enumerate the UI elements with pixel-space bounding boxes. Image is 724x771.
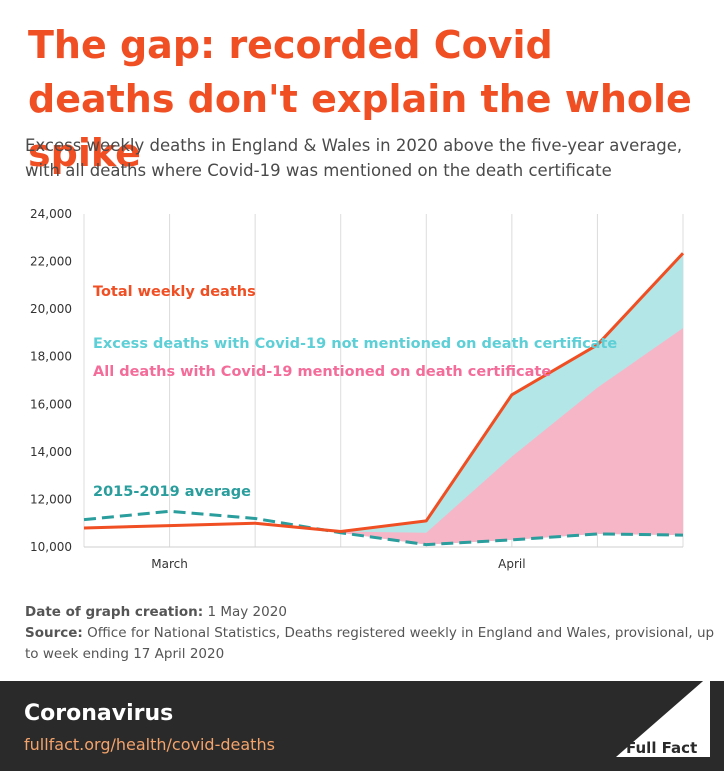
- logo-triangle: [616, 675, 710, 757]
- x-tick-label: April: [498, 557, 525, 571]
- x-tick-label: March: [151, 557, 188, 571]
- covid-area: [340, 328, 683, 545]
- date-label: Date of graph creation:: [25, 604, 204, 620]
- y-tick-label: 18,000: [30, 350, 72, 364]
- total-label: Total weekly deaths: [93, 284, 256, 300]
- y-tick-label: 12,000: [30, 492, 72, 506]
- footer-link[interactable]: fullfact.org/health/covid-deaths: [24, 735, 275, 754]
- chart-notes: Date of graph creation: 1 May 2020 Sourc…: [25, 602, 715, 665]
- average-label: 2015-2019 average: [93, 484, 251, 500]
- footer: Coronavirus fullfact.org/health/covid-de…: [0, 675, 724, 771]
- footer-title: Coronavirus: [24, 701, 174, 726]
- date-value: 1 May 2020: [207, 604, 287, 620]
- logo-text: Full Fact: [626, 739, 697, 757]
- chart-title: The gap: recorded Covid deaths don't exp…: [28, 23, 692, 175]
- source-note: Source: Office for National Statistics, …: [25, 623, 715, 665]
- y-tick-label: 14,000: [30, 445, 72, 459]
- source-value: Office for National Statistics, Deaths r…: [25, 625, 715, 662]
- excess-label: Excess deaths with Covid-19 not mentione…: [93, 336, 617, 352]
- chart: 10,000 12,000 14,000 16,000 18,000 20,000 22,0…: [30, 207, 685, 571]
- chart-subtitle: Excess weekly deaths in England & Wales …: [25, 136, 683, 180]
- date-note: Date of graph creation: 1 May 2020: [25, 602, 715, 623]
- average-line: [83, 509, 684, 547]
- covid-label: All deaths with Covid-19 mentioned on de…: [93, 364, 551, 380]
- y-tick-label: 24,000: [30, 207, 72, 221]
- total-line: [83, 252, 685, 534]
- full-fact-logo: Full Fact: [616, 675, 710, 757]
- y-tick-label: 10,000: [30, 540, 72, 554]
- y-tick-label: 22,000: [30, 255, 72, 269]
- y-tick-label: 16,000: [30, 397, 72, 411]
- source-label: Source:: [25, 625, 83, 641]
- y-tick-label: 20,000: [30, 302, 72, 316]
